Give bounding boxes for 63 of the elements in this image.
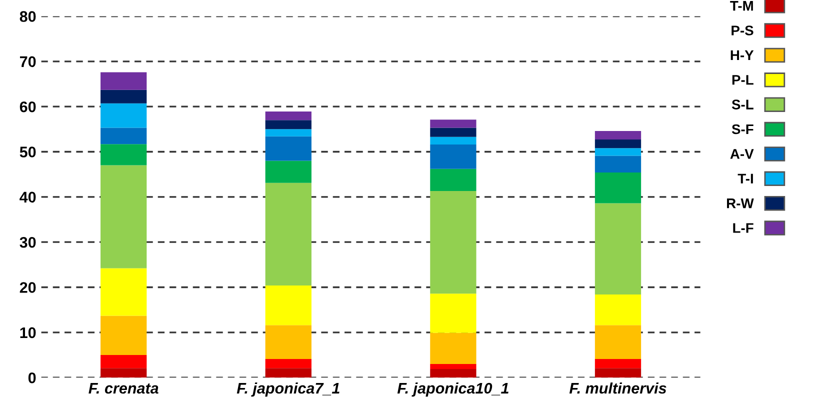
bar xyxy=(594,172,642,204)
bar xyxy=(100,354,147,368)
bar xyxy=(100,268,147,316)
bar xyxy=(100,90,147,104)
bar xyxy=(100,103,147,128)
legend-label: H-Y xyxy=(730,50,754,60)
bar xyxy=(430,332,476,364)
x-tick-label: F. japonica10_1 xyxy=(397,382,508,397)
bar xyxy=(430,120,476,128)
bar xyxy=(265,129,312,136)
bar xyxy=(265,160,312,183)
bar xyxy=(430,128,476,137)
legend-label: T-I xyxy=(738,174,753,184)
bar xyxy=(265,368,312,378)
bar xyxy=(430,191,476,294)
bar xyxy=(594,140,642,148)
bar xyxy=(265,285,312,326)
bar xyxy=(594,148,642,156)
bar xyxy=(594,130,642,140)
x-tick-label: F. multinervis xyxy=(569,382,666,394)
bar xyxy=(594,203,642,294)
y-tick-label: 20 xyxy=(20,282,36,293)
legend-label: P-S xyxy=(732,26,754,36)
bar xyxy=(594,359,642,368)
bar xyxy=(265,325,312,360)
bar xyxy=(265,120,312,130)
legend-label: S-F xyxy=(732,124,754,134)
y-tick-label: 60 xyxy=(20,101,36,112)
bar xyxy=(265,136,312,161)
x-tick-label: F. japonica7_1 xyxy=(236,382,340,397)
bar xyxy=(100,144,147,166)
bar xyxy=(430,144,476,169)
bar xyxy=(100,316,147,355)
bar xyxy=(430,168,476,192)
y-tick-label: 40 xyxy=(20,192,36,203)
y-tick-label: 10 xyxy=(20,327,36,338)
legend-label: S-L xyxy=(732,100,754,110)
bar xyxy=(100,128,147,144)
bar xyxy=(100,72,147,90)
x-tick-label: F. crenata xyxy=(88,383,158,394)
legend-label: L-F xyxy=(733,223,754,233)
y-tick-label: 50 xyxy=(20,146,36,158)
bar xyxy=(265,112,312,120)
bar xyxy=(594,368,642,378)
legend-label: P-L xyxy=(732,75,754,85)
bar xyxy=(430,136,476,145)
bar xyxy=(594,294,642,326)
legend-label: A-V xyxy=(730,149,754,159)
bar xyxy=(430,369,476,378)
y-tick-label: 70 xyxy=(20,56,36,68)
bar xyxy=(430,364,476,369)
bar xyxy=(594,156,642,173)
bar xyxy=(594,325,642,360)
bar xyxy=(430,294,476,333)
bar xyxy=(265,182,312,286)
y-tick-label: 80 xyxy=(20,11,36,22)
legend-label: T-M xyxy=(730,1,753,11)
legend-label: R-W xyxy=(727,198,754,208)
bar xyxy=(100,165,147,268)
y-tick-label: 0 xyxy=(28,372,36,384)
bar xyxy=(265,359,312,368)
y-tick-label: 30 xyxy=(20,236,36,248)
bar xyxy=(100,368,147,378)
